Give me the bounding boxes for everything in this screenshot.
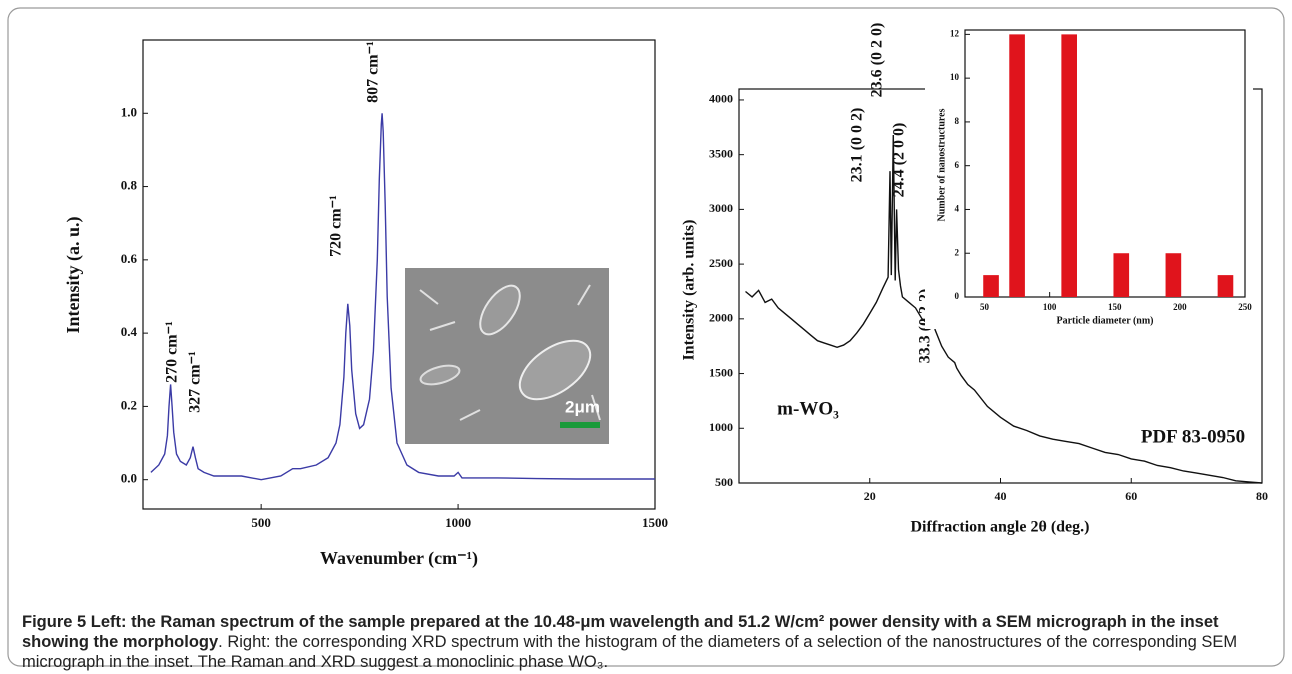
bar (1113, 253, 1130, 297)
peak-annotation: 23.1 (0 0 2) (849, 108, 866, 183)
x-tick-label: 150 (1108, 302, 1122, 312)
x-axis-label: Diffraction angle 2θ (deg.) (911, 519, 1090, 536)
scale-bar (560, 422, 600, 428)
y-tick-label: 1.0 (121, 104, 137, 119)
y-tick-label: 500 (715, 475, 733, 489)
x-tick-label: 500 (251, 515, 271, 530)
x-tick-label: 80 (1256, 489, 1268, 503)
peak-annotation: 270 cm⁻¹ (164, 321, 181, 383)
y-tick-label: 1000 (709, 420, 733, 434)
peak-annotation: PDF 83-0950 (1141, 426, 1245, 447)
caption: Figure 5 Left: the Raman spectrum of the… (22, 612, 1272, 672)
y-tick-label: 6 (955, 160, 960, 170)
sem-particle (518, 339, 592, 401)
y-tick-label: 12 (950, 28, 960, 38)
peak-annotation: 720 cm⁻¹ (328, 195, 345, 257)
y-tick-label: 0.4 (121, 324, 138, 339)
x-tick-label: 250 (1238, 302, 1252, 312)
x-tick-label: 40 (995, 489, 1007, 503)
bar (1061, 34, 1077, 298)
x-tick-label: 50 (980, 302, 990, 312)
peak-annotation: 807 cm⁻¹ (365, 41, 382, 103)
spectrum-line (150, 113, 655, 481)
x-tick-label: 1500 (642, 515, 668, 530)
x-tick-label: 1000 (445, 515, 471, 530)
y-tick-label: 3000 (709, 201, 733, 215)
y-tick-label: 10 (950, 72, 960, 82)
bar (983, 275, 999, 297)
bar (1165, 253, 1182, 297)
spectrum-line (745, 134, 1263, 484)
sem-texture (419, 284, 601, 421)
x-tick-label: 20 (864, 489, 876, 503)
y-tick-label: 0.6 (121, 251, 138, 266)
plot-frame (964, 29, 1246, 298)
sem-particle (479, 284, 521, 336)
x-tick-label: 200 (1173, 302, 1187, 312)
y-tick-label: 2000 (709, 311, 733, 325)
figure-border (7, 7, 1285, 667)
peak-annotation: 24.4 (2 0 0) (891, 123, 908, 198)
plot-frame (142, 39, 656, 510)
peak-annotation: 23.6 (0 2 0) (869, 23, 886, 98)
y-tick-label: 2 (955, 247, 960, 257)
y-tick-label: 4 (955, 204, 960, 214)
bar (1217, 275, 1234, 297)
x-axis-label: Wavenumber (cm⁻¹) (320, 548, 478, 569)
y-axis-label: Intensity (a. u.) (63, 216, 84, 333)
peak-annotation: 327 cm⁻¹ (187, 351, 204, 413)
inset-background (925, 24, 1253, 329)
x-tick-label: 60 (1125, 489, 1137, 503)
scale-bar-label: 2μm (565, 397, 600, 416)
y-tick-label: 0.8 (121, 178, 138, 193)
y-tick-label: 8 (955, 116, 960, 126)
bar (1009, 34, 1025, 298)
sem-inset: 2μm (405, 268, 609, 444)
caption-text: . Right: the corresponding XRD spectrum … (22, 633, 1238, 671)
y-tick-label: 2500 (709, 256, 733, 270)
y-tick-label: 0.0 (121, 471, 137, 486)
caption-bold: Figure 5 Left: the Raman spectrum of the… (22, 613, 1219, 651)
y-axis-label: Number of nanostructures (936, 108, 947, 221)
y-axis-label: Intensity (arb. units) (681, 220, 698, 361)
y-tick-label: 3500 (709, 146, 733, 160)
peak-annotation: m-WO₃ (777, 398, 839, 419)
x-axis-label: Particle diameter (nm) (1057, 315, 1154, 326)
y-tick-label: 1500 (709, 365, 733, 379)
x-tick-label: 100 (1043, 302, 1057, 312)
y-tick-label: 0 (955, 291, 960, 301)
y-tick-label: 0.2 (121, 397, 137, 412)
sem-particle (419, 364, 461, 386)
y-tick-label: 4000 (709, 92, 733, 106)
